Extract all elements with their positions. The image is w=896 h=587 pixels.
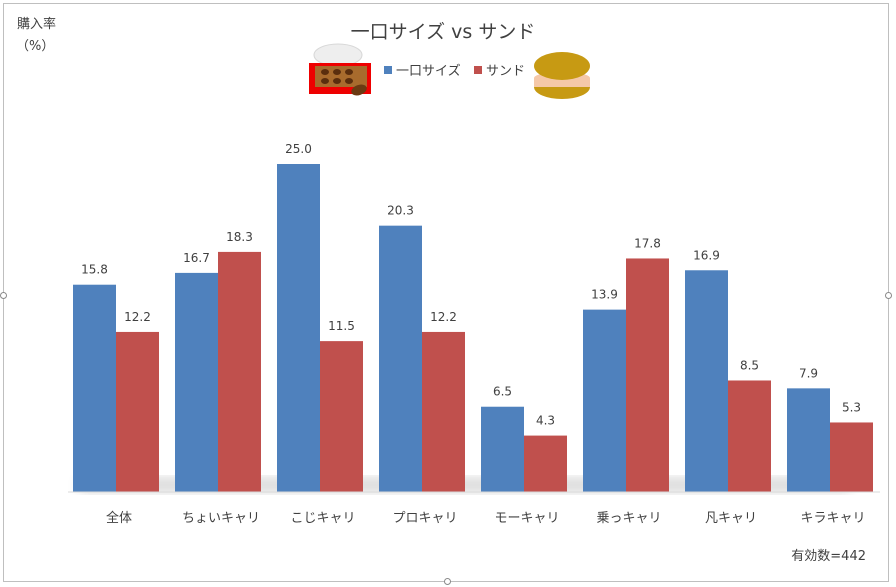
x-tick-label-2: ちょいキャリ bbox=[182, 511, 260, 526]
chart-title: 一口サイズ vs サンド bbox=[351, 21, 536, 43]
data-label-series-2-4: 12.2 bbox=[430, 310, 457, 324]
resize-handle-left[interactable] bbox=[0, 292, 7, 299]
y-axis-unit: （%） bbox=[16, 39, 54, 54]
data-label-series-2-2: 18.3 bbox=[226, 230, 253, 244]
x-tick-label-1: 全体 bbox=[106, 510, 132, 526]
data-label-series-2-5: 4.3 bbox=[536, 414, 555, 428]
legend-label-series-1: 一口サイズ bbox=[396, 63, 461, 79]
data-label-series-2-7: 8.5 bbox=[740, 358, 759, 372]
bar-series-1-7 bbox=[685, 270, 728, 492]
bar-series-2-8 bbox=[830, 422, 873, 492]
x-tick-label-8: キラキャリ bbox=[800, 511, 865, 526]
bar-series-1-5 bbox=[481, 406, 524, 492]
data-label-series-1-4: 20.3 bbox=[387, 204, 414, 218]
sample-size-note: 有効数=442 bbox=[791, 549, 866, 564]
legend-label-series-2: サンド bbox=[486, 64, 525, 79]
data-label-series-1-7: 16.9 bbox=[693, 248, 720, 262]
legend-swatch-series-1 bbox=[384, 66, 392, 74]
bar-series-2-7 bbox=[728, 380, 771, 492]
x-tick-label-3: こじキャリ bbox=[290, 511, 355, 526]
data-label-series-1-6: 13.9 bbox=[591, 288, 618, 302]
resize-handle-bottom[interactable] bbox=[444, 578, 451, 585]
legend: 一口サイズ サンド bbox=[384, 63, 525, 79]
x-tick-label-6: 乗っキャリ bbox=[596, 511, 661, 526]
bar-series-1-1 bbox=[73, 284, 116, 492]
bar-series-1-4 bbox=[379, 225, 422, 492]
data-label-series-2-3: 11.5 bbox=[328, 319, 355, 333]
data-label-series-2-6: 17.8 bbox=[634, 236, 661, 250]
data-labels-layer: 15.8 12.2 16.7 18.3 25.0 11.5 20.3 12.2 6.5 4.3 13… bbox=[81, 142, 861, 428]
resize-handle-right[interactable] bbox=[885, 292, 892, 299]
data-label-series-1-5: 6.5 bbox=[493, 385, 512, 399]
bar-series-2-6 bbox=[626, 258, 669, 492]
data-label-series-1-2: 16.7 bbox=[183, 251, 210, 265]
bar-series-2-1 bbox=[116, 331, 159, 492]
x-tick-label-7: 凡キャリ bbox=[705, 511, 757, 526]
data-label-series-2-8: 5.3 bbox=[842, 400, 861, 414]
x-tick-label-4: プロキャリ bbox=[392, 511, 457, 526]
bar-series-1-3 bbox=[277, 164, 320, 492]
data-label-series-1-8: 7.9 bbox=[799, 366, 818, 380]
data-label-series-1-1: 15.8 bbox=[81, 263, 108, 277]
legend-swatch-series-2 bbox=[474, 66, 482, 74]
bar-series-2-2 bbox=[218, 251, 261, 492]
bar-series-2-3 bbox=[320, 341, 363, 492]
data-label-series-2-1: 12.2 bbox=[124, 310, 151, 324]
bar-series-2-5 bbox=[524, 435, 567, 492]
y-axis-label: 購入率 bbox=[17, 16, 56, 32]
bars-layer bbox=[73, 164, 873, 492]
chocolate-box-icon bbox=[309, 43, 371, 96]
sandwich-cookie-icon bbox=[534, 52, 590, 99]
bar-series-1-6 bbox=[583, 309, 626, 492]
x-axis-ticks: 全体 ちょいキャリ こじキャリ プロキャリ モーキャリ 乗っキャリ 凡キャリ キラキャリ bbox=[106, 510, 866, 526]
data-label-series-1-3: 25.0 bbox=[285, 142, 312, 156]
bar-series-1-2 bbox=[175, 272, 218, 492]
bar-series-2-4 bbox=[422, 331, 465, 492]
bar-series-1-8 bbox=[787, 388, 830, 492]
x-tick-label-5: モーキャリ bbox=[494, 511, 559, 526]
